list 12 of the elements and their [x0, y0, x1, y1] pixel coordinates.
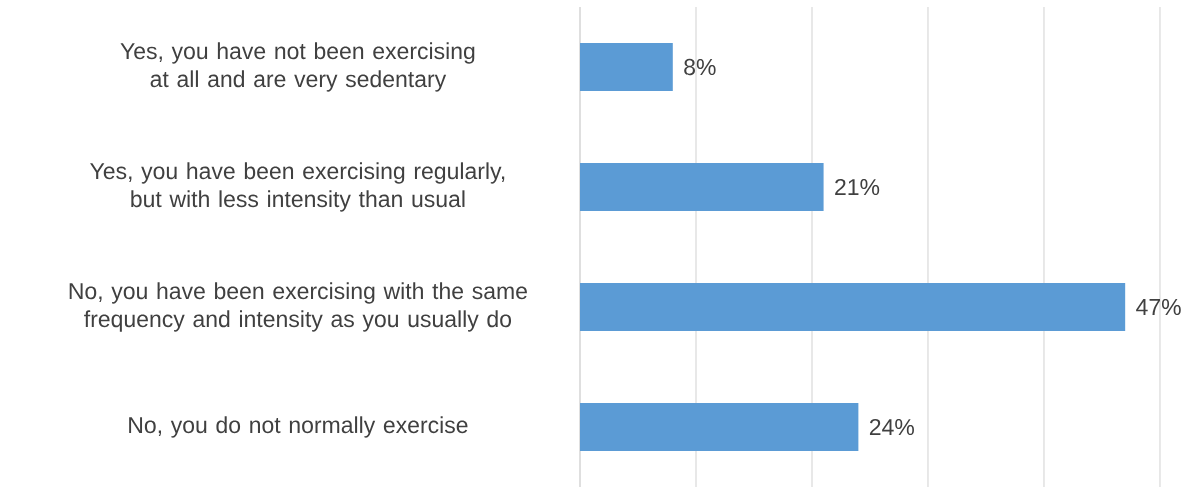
bar	[580, 402, 859, 451]
y-tick-label: No, you do not normally exercise	[129, 416, 468, 438]
y-tick-label: No, you have been exercising with the same frequency and intensity as you usually do	[69, 282, 527, 332]
bar	[580, 283, 1126, 331]
data-label: 21%	[835, 178, 880, 196]
data-label: 24%	[869, 418, 914, 436]
data-label: 8%	[684, 58, 716, 76]
bar	[580, 43, 673, 92]
bar	[580, 163, 824, 211]
data-label: 47%	[1136, 298, 1181, 316]
y-tick-label: Yes, you have not been exercising at all and are very sedentary	[120, 42, 475, 92]
y-tick-label: Yes, you have been exercising regularly, but with less intensity than usual	[90, 162, 505, 212]
